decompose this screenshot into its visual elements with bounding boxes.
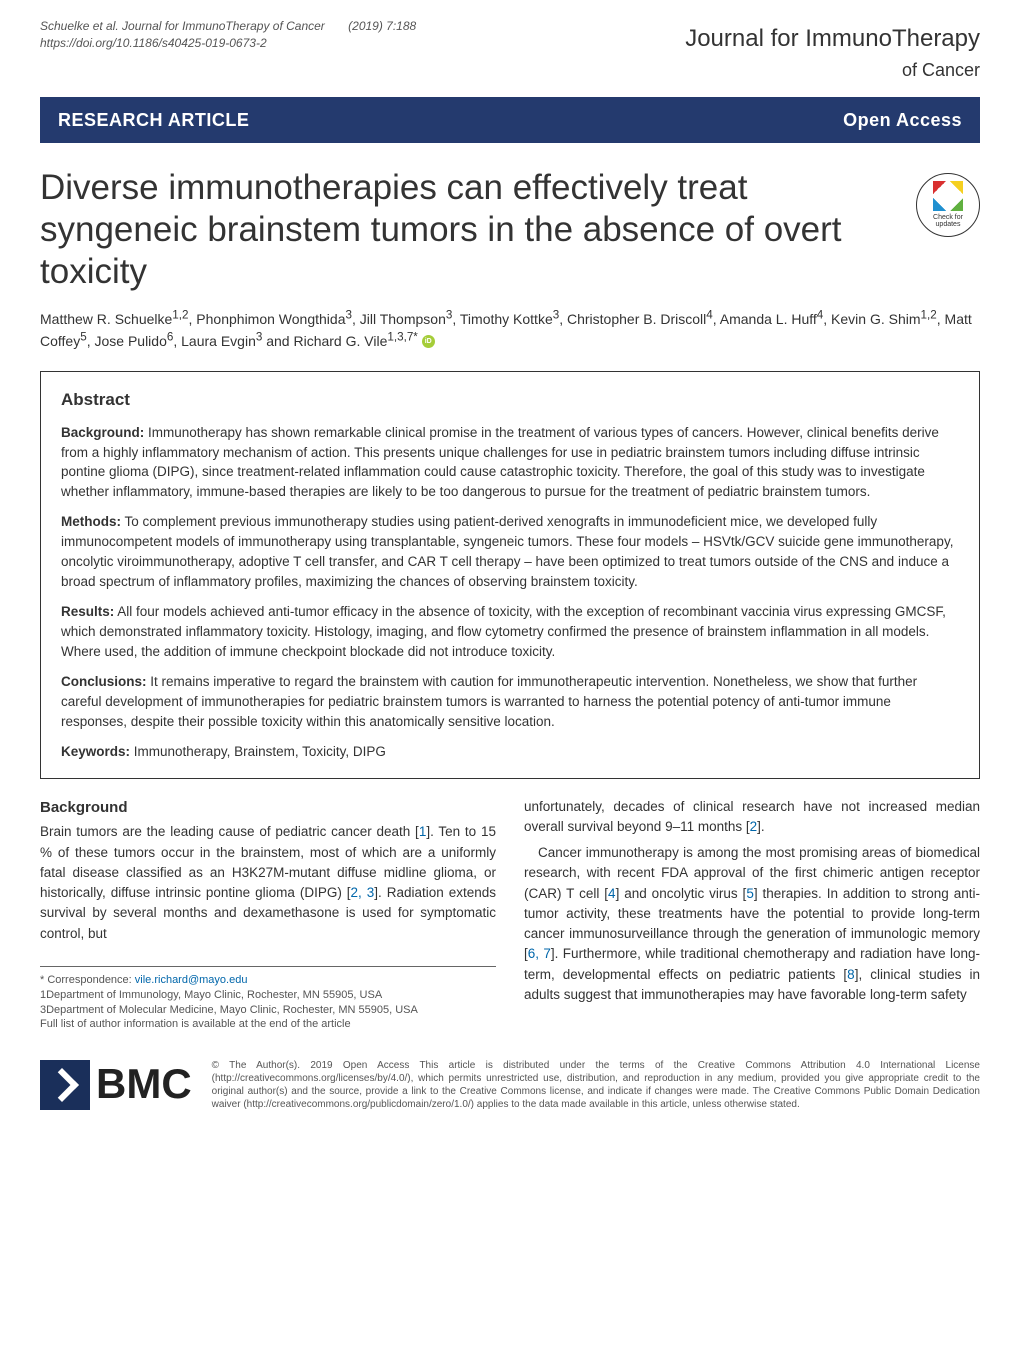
- abstract-methods-label: Methods:: [61, 514, 121, 529]
- crossmark-badge[interactable]: Check for updates: [916, 173, 980, 237]
- doi-line: https://doi.org/10.1186/s40425-019-0673-…: [40, 36, 267, 50]
- keywords-row: Keywords: Immunotherapy, Brainstem, Toxi…: [61, 742, 959, 762]
- abstract-background: Background: Immunotherapy has shown rema…: [61, 423, 959, 503]
- abstract-heading: Abstract: [61, 388, 959, 413]
- bmc-square-icon: [40, 1060, 90, 1110]
- crossmark-line2: updates: [936, 221, 961, 228]
- journal-sub: of Cancer: [685, 57, 980, 83]
- article-type-banner: RESEARCH ARTICLE Open Access: [40, 97, 980, 143]
- abstract-conclusions-label: Conclusions:: [61, 674, 147, 689]
- affiliation-3: 3Department of Molecular Medicine, Mayo …: [40, 1004, 418, 1016]
- background-heading: Background: [40, 797, 496, 819]
- citation-line1: Schuelke et al. Journal for ImmunoTherap…: [40, 19, 325, 33]
- right-body-p1: unfortunately, decades of clinical resea…: [524, 797, 980, 838]
- affiliation-1: 1Department of Immunology, Mayo Clinic, …: [40, 989, 382, 1001]
- bmc-logo: BMC: [40, 1054, 192, 1115]
- right-body-p2: Cancer immunotherapy is among the most p…: [524, 843, 980, 1005]
- abstract-results-text: All four models achieved anti-tumor effi…: [61, 604, 946, 659]
- crossmark-text: Check for updates: [933, 214, 963, 229]
- correspondence-label: * Correspondence:: [40, 974, 135, 986]
- open-access-label: Open Access: [843, 107, 962, 133]
- citation-left: Schuelke et al. Journal for ImmunoTherap…: [40, 18, 416, 53]
- article-title: Diverse immunotherapies can effectively …: [40, 167, 896, 293]
- abstract-conclusions-text: It remains imperative to regard the brai…: [61, 674, 917, 729]
- authors-text: Matthew R. Schuelke1,2, Phonphimon Wongt…: [40, 311, 972, 349]
- abstract-background-label: Background:: [61, 425, 144, 440]
- author-list: Matthew R. Schuelke1,2, Phonphimon Wongt…: [0, 293, 1020, 351]
- crossmark-icon: [933, 181, 963, 211]
- body-two-column: Background Brain tumors are the leading …: [0, 779, 1020, 1033]
- abstract-background-text: Immunotherapy has shown remarkable clini…: [61, 425, 939, 500]
- abstract-results: Results: All four models achieved anti-t…: [61, 602, 959, 662]
- crossmark-line1: Check for: [933, 214, 963, 221]
- correspondence-email[interactable]: vile.richard@mayo.edu: [135, 974, 248, 986]
- correspondence-footnote: * Correspondence: vile.richard@mayo.edu …: [40, 966, 496, 1032]
- abstract-methods-text: To complement previous immunotherapy stu…: [61, 514, 953, 589]
- journal-brand: Journal for ImmunoTherapy of Cancer: [685, 18, 980, 83]
- journal-name: Journal for ImmunoTherapy: [685, 22, 980, 57]
- keywords-text: Immunotherapy, Brainstem, Toxicity, DIPG: [130, 744, 386, 759]
- left-column: Background Brain tumors are the leading …: [40, 797, 496, 1033]
- license-text: © The Author(s). 2019 Open Access This a…: [212, 1059, 980, 1111]
- abstract-conclusions: Conclusions: It remains imperative to re…: [61, 672, 959, 732]
- abstract-results-label: Results:: [61, 604, 114, 619]
- orcid-icon[interactable]: [422, 335, 435, 348]
- left-body-text: Brain tumors are the leading cause of pe…: [40, 822, 496, 944]
- keywords-label: Keywords:: [61, 744, 130, 759]
- running-header: Schuelke et al. Journal for ImmunoTherap…: [0, 0, 1020, 83]
- right-column: unfortunately, decades of clinical resea…: [524, 797, 980, 1033]
- citation-year-issue: (2019) 7:188: [348, 19, 416, 33]
- bmc-text: BMC: [96, 1054, 192, 1115]
- abstract-methods: Methods: To complement previous immunoth…: [61, 512, 959, 592]
- page-footer: BMC © The Author(s). 2019 Open Access Th…: [0, 1032, 1020, 1135]
- abstract-box: Abstract Background: Immunotherapy has s…: [40, 371, 980, 779]
- full-affiliation-note: Full list of author information is avail…: [40, 1018, 351, 1030]
- article-type-label: RESEARCH ARTICLE: [58, 107, 249, 133]
